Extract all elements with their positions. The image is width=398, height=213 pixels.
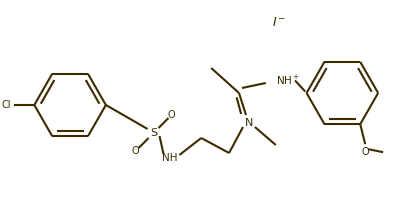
Text: O: O <box>132 146 139 156</box>
Text: O: O <box>361 147 369 157</box>
Text: O: O <box>168 110 175 120</box>
Text: I$^-$: I$^-$ <box>272 16 286 29</box>
Text: NH$^+$: NH$^+$ <box>276 73 300 86</box>
Text: N: N <box>245 118 253 128</box>
Text: NH: NH <box>162 153 177 163</box>
Text: S: S <box>150 128 157 138</box>
Text: Cl: Cl <box>2 100 12 110</box>
